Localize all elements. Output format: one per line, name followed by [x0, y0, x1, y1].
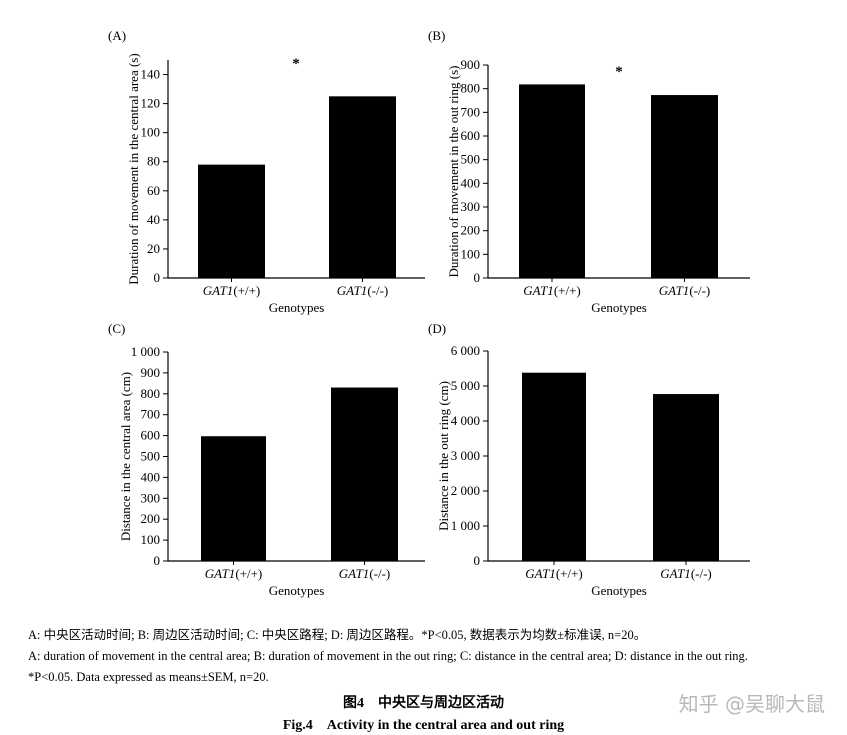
panel-d-bar-1	[522, 372, 586, 561]
panel-a-ytick-label: 100	[141, 125, 161, 140]
panel-b-ytick-label: 200	[461, 223, 481, 238]
panel-c-ytick-label: 0	[154, 553, 161, 568]
panel-a-ytick-label: 80	[147, 154, 160, 169]
panel-b-ytick-label: 100	[461, 246, 481, 261]
panel-b-bar-2	[651, 95, 718, 278]
panel-d-label: (D)	[428, 321, 446, 336]
panel-b-ytick-label: 600	[461, 128, 481, 143]
panel-d-ytick-label: 1 000	[451, 518, 480, 533]
panel-d-xtick-label-2: GAT1(-/-)	[660, 566, 712, 581]
figure-panels: 0 20 40 60 80 100 120 140 GAT1(+/+) GAT1(-/-) Geno…	[108, 28, 750, 598]
panel-d-ytick-label: 0	[474, 553, 481, 568]
panel-d-ytick-label: 4 000	[451, 413, 480, 428]
panel-c-ytick-label: 500	[141, 449, 161, 464]
panel-b-significance-asterisk: *	[615, 64, 623, 80]
panel-c-xtick-label-1: GAT1(+/+)	[205, 566, 263, 581]
panel-c-ytick-label: 900	[141, 365, 161, 380]
panel-d-xtick-label-1: GAT1(+/+)	[525, 566, 583, 581]
panel-d-ytick-label: 2 000	[451, 483, 480, 498]
panel-b-ytick-label: 700	[461, 104, 481, 119]
panel-c-label: (C)	[108, 321, 125, 336]
panel-d-ytick-label: 3 000	[451, 448, 480, 463]
panel-b-ylabel: Duration of movement in the out ring (s)	[446, 66, 461, 278]
panel-a-xlabel: Genotypes	[269, 300, 325, 315]
caption-chinese: A: 中央区活动时间; B: 周边区活动时间; C: 中央区路程; D: 周边区…	[28, 628, 647, 642]
panel-c-ylabel: Distance in the central area (cm)	[118, 372, 133, 541]
panel-b-label: (B)	[428, 28, 445, 43]
panel-b-ytick-label: 0	[474, 270, 481, 285]
panel-c-ytick-label: 700	[141, 407, 161, 422]
panel-b-xlabel: Genotypes	[591, 300, 647, 315]
panel-c-ytick-label: 800	[141, 386, 161, 401]
panel-d-xlabel: Genotypes	[591, 583, 647, 598]
panel-a-bar-2	[329, 96, 396, 278]
panel-c-bar-2	[331, 387, 398, 561]
panel-c-ytick-label: 300	[141, 490, 161, 505]
panel-a-xtick-label-2: GAT1(-/-)	[337, 283, 389, 298]
panel-b-ytick-label: 400	[461, 175, 481, 190]
panel-a-ytick-label: 0	[154, 270, 161, 285]
panel-d-ytick-label: 6 000	[451, 343, 480, 358]
panel-c-xlabel: Genotypes	[269, 583, 325, 598]
figure-title-chinese: 图4 中央区与周边区活动	[343, 696, 504, 711]
caption-english-line1: A: duration of movement in the central a…	[28, 649, 748, 663]
panel-a-ytick-label: 140	[141, 67, 161, 82]
panel-a-ytick-label: 20	[147, 241, 160, 256]
panel-c-bar-1	[201, 436, 266, 561]
panel-c-ytick-label: 200	[141, 511, 161, 526]
panel-a-ytick-label: 60	[147, 183, 160, 198]
panel-a-bar-1	[198, 164, 265, 278]
panel-b-ytick-label: 500	[461, 152, 481, 167]
panel-a-ytick-label: 40	[147, 212, 160, 227]
panel-d-ylabel: Distance in the out ring (cm)	[436, 381, 451, 531]
panel-c-xtick-label-2: GAT1(-/-)	[339, 566, 391, 581]
panel-b-xtick-label-1: GAT1(+/+)	[523, 283, 581, 298]
panel-a-label: (A)	[108, 28, 126, 43]
panel-b-xtick-label-2: GAT1(-/-)	[659, 283, 711, 298]
panel-b-ytick-label: 800	[461, 81, 481, 96]
caption-english-line2: *P<0.05. Data expressed as means±SEM, n=…	[28, 670, 269, 684]
panel-b-ytick-label: 900	[461, 57, 481, 72]
panel-b-bar-1	[519, 84, 585, 278]
panel-b-ytick-label: 300	[461, 199, 481, 214]
panel-a-ylabel: Duration of movement in the central area…	[126, 53, 141, 284]
panel-a-xtick-label-1: GAT1(+/+)	[203, 283, 261, 298]
panel-c-ytick-label: 400	[141, 469, 161, 484]
panel-d-ytick-label: 5 000	[451, 378, 480, 393]
panel-a-significance-asterisk: *	[292, 56, 300, 72]
panel-c-ytick-label: 1 000	[131, 344, 160, 359]
panel-c-ytick-label: 600	[141, 428, 161, 443]
panel-a-ytick-label: 120	[141, 96, 161, 111]
figure-title-english: Fig.4 Activity in the central area and o…	[282, 718, 565, 733]
panel-d-bar-2	[653, 394, 719, 561]
watermark: 知乎 @吴聊大鼠	[678, 692, 825, 716]
panel-c-ytick-label: 100	[141, 532, 161, 547]
